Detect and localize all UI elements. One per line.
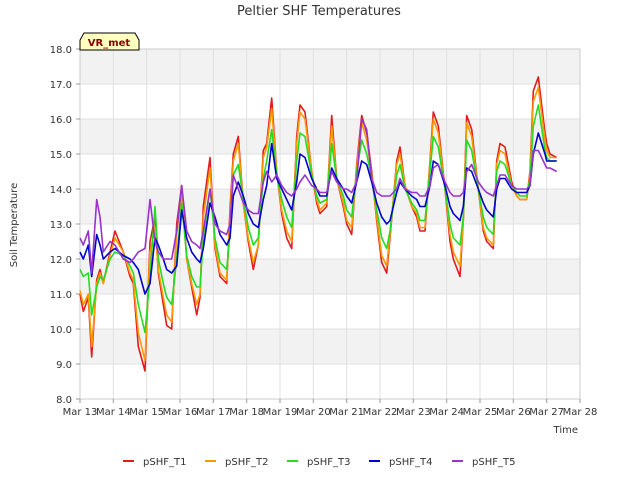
x-tick-label: Mar 28 [563,407,598,418]
plot-band [80,49,580,84]
badge-shape [79,32,140,51]
x-tick-label: Mar 23 [396,407,431,418]
x-axis-label: Time [553,425,578,436]
x-tick-label: Mar 20 [296,407,331,418]
y-tick-label: 9.0 [56,360,72,371]
legend-label: pSHF_T4 [389,457,432,468]
series-line-pSHF_T4 [79,132,557,295]
x-tick-label: Mar 26 [496,407,531,418]
x-tick-label: Mar 24 [429,407,464,418]
x-tick-label: Mar 22 [363,407,398,418]
x-tick-label: Mar 19 [263,407,298,418]
station-badge: VR_met [79,32,140,51]
y-tick-label: 10.0 [50,325,72,336]
legend-label: pSHF_T3 [307,457,350,468]
plot-bands [80,49,580,364]
series-line-pSHF_T3 [79,104,557,334]
x-tick-label: Mar 13 [63,407,98,418]
y-tick-label: 14.0 [50,185,72,196]
legend-label: pSHF_T5 [472,457,515,468]
x-tick-label: Mar 21 [329,407,364,418]
x-tick-label: Mar 15 [129,407,164,418]
plot-band [80,329,580,364]
y-axis-label: Soil Temperature [9,183,20,268]
x-tick-label: Mar 16 [163,407,198,418]
x-tick-label: Mar 25 [463,407,498,418]
plot-band [80,259,580,294]
badge-label: VR_met [88,38,131,49]
y-tick-label: 11.0 [50,290,72,301]
y-tick-label: 18.0 [50,45,72,56]
y-tick-label: 13.0 [50,220,72,231]
y-axis-ticks: 8.0 9.0 10.0 11.0 12.0 13.0 14.0 15.0 16.0 17.0 18… [50,45,80,406]
legend: pSHF_T1 pSHF_T2 pSHF_T3 pSHF_T4 pSHF_T5 [123,457,515,468]
x-tick-label: Mar 27 [529,407,564,418]
y-tick-label: 15.0 [50,150,72,161]
x-tick-label: Mar 18 [229,407,264,418]
x-tick-label: Mar 17 [196,407,231,418]
y-tick-label: 16.0 [50,115,72,126]
series-line-pSHF_T5 [79,118,558,274]
series-lines [79,76,558,372]
series-line-pSHF_T2 [79,86,557,362]
legend-label: pSHF_T2 [225,457,268,468]
y-tick-label: 8.0 [56,395,72,406]
chart-title: Peltier SHF Temperatures [237,4,401,19]
x-tick-label: Mar 14 [96,407,131,418]
legend-label: pSHF_T1 [143,457,186,468]
y-tick-label: 12.0 [50,255,72,266]
y-tick-label: 17.0 [50,80,72,91]
